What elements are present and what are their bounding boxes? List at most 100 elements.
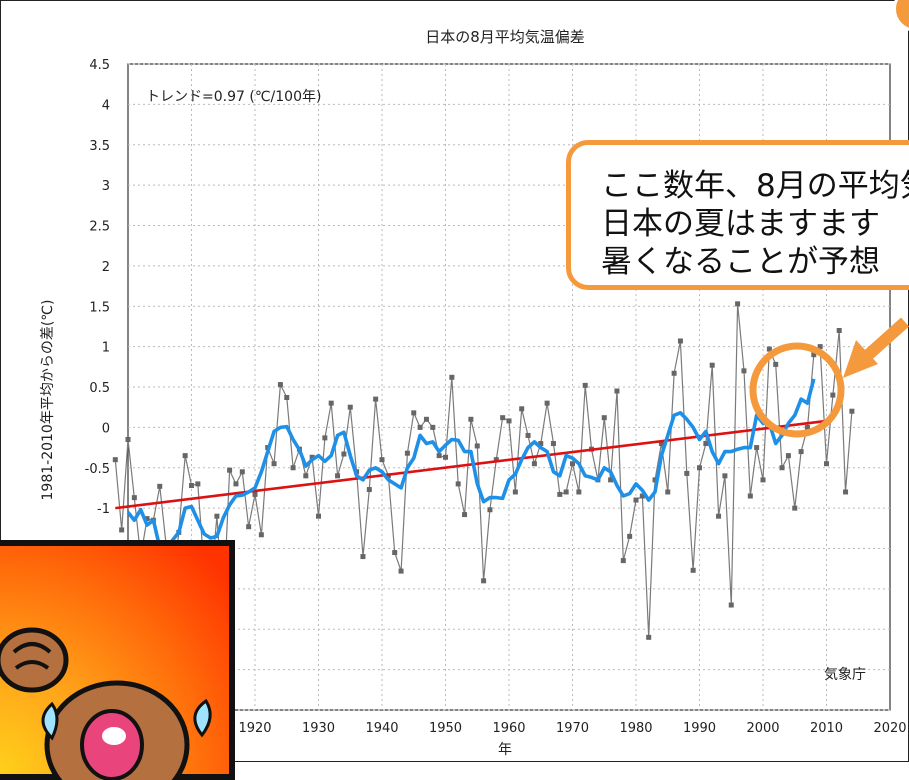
annual-point [131,495,137,501]
x-tick-label: 1990 [683,721,716,736]
annual-point [309,454,315,460]
annual-point [430,424,436,430]
annual-point [335,473,341,479]
callout-box: ここ数年、8月の平均気 日本の夏はますます 暑くなることが予想 [566,140,909,290]
annual-point [779,465,785,471]
annual-point [182,453,188,459]
annual-point [379,457,385,463]
annual-point [697,465,702,471]
annual-point [360,554,366,560]
annual-point [512,489,518,495]
annual-point [189,483,194,489]
y-tick-label: 2 [102,260,110,275]
annual-point [252,491,258,497]
annual-point [627,533,633,539]
annual-point [646,634,652,640]
y-tick-label: 3 [102,179,110,194]
annual-point [792,505,798,511]
annual-point [608,477,614,483]
annual-point [423,416,429,422]
annual-point [843,489,849,495]
cartoon-illustration [0,540,235,780]
annual-point [462,512,468,518]
x-tick-label: 2000 [746,721,779,736]
annual-point [519,406,525,412]
y-tick-label: 0 [102,421,110,436]
annual-point [639,493,645,499]
pointer-arrow [843,317,909,378]
callout-line-1: ここ数年、8月の平均気 [601,168,909,204]
x-tick-label: 1930 [302,721,335,736]
annual-point [614,388,620,394]
annual-point [506,418,512,424]
sweating-character-icon [0,627,212,780]
annual-point [550,441,556,447]
annual-point [785,453,791,459]
annual-point [658,441,664,447]
annual-point [620,558,626,564]
annual-point [741,368,747,374]
x-tick-label: 2010 [810,721,843,736]
y-tick-label: 4.5 [89,58,110,73]
annual-point [728,602,734,608]
annual-point [392,550,398,556]
annual-point [652,477,658,483]
annual-point [487,507,493,513]
annual-point [570,461,575,467]
annual-point [271,461,277,467]
annual-point [303,473,309,479]
annual-point [284,394,290,400]
annual-point [722,473,728,479]
annual-point [157,483,163,489]
callout-text: ここ数年、8月の平均気 日本の夏はますます 暑くなることが予想 [601,167,909,281]
annual-point [233,481,239,487]
annual-point [798,449,804,455]
y-tick-label: 4 [102,98,110,113]
y-tick-label: -0.5 [85,462,110,477]
annual-point [525,432,531,438]
smoothed-series [126,378,816,561]
y-tick-label: 2.5 [89,220,110,235]
annual-point [824,461,829,467]
source-label: 気象庁 [824,667,866,683]
annual-point [773,361,779,367]
annual-point [804,424,810,430]
annual-point [563,489,569,495]
annual-point [455,481,461,487]
x-axis-label: 年 [498,742,512,758]
annual-point [112,457,118,463]
annual-point [754,445,760,451]
highlight-circle [749,342,845,438]
annual-point [398,568,404,574]
x-tick-label: 1960 [492,721,525,736]
annual-point [246,524,252,530]
annual-point [436,453,442,459]
smoothed-line [126,378,816,561]
annual-point [316,513,321,519]
annual-point [449,374,455,380]
annual-point [404,450,410,456]
annual-point [747,493,753,499]
annual-point [709,362,715,368]
annual-point [443,454,448,460]
annual-point [531,461,537,467]
annual-point [277,382,283,388]
annual-point [119,527,125,533]
annual-point [684,470,690,476]
y-axis-label: 1981-2010年平均からの差(℃) [40,300,56,501]
annual-point [836,327,842,333]
annual-point [576,489,582,495]
annual-point [239,469,245,475]
annual-point [493,457,499,463]
annual-point [811,352,817,358]
annual-point [290,465,296,471]
annual-point [214,513,220,519]
annual-point [633,497,639,503]
annual-point [582,382,588,388]
x-tick-label: 1970 [556,721,589,736]
y-tick-label: 1.5 [89,300,110,315]
x-tick-label: 2020 [873,721,906,736]
annual-point [258,532,264,538]
annual-point [766,346,772,352]
annual-point [195,481,201,487]
